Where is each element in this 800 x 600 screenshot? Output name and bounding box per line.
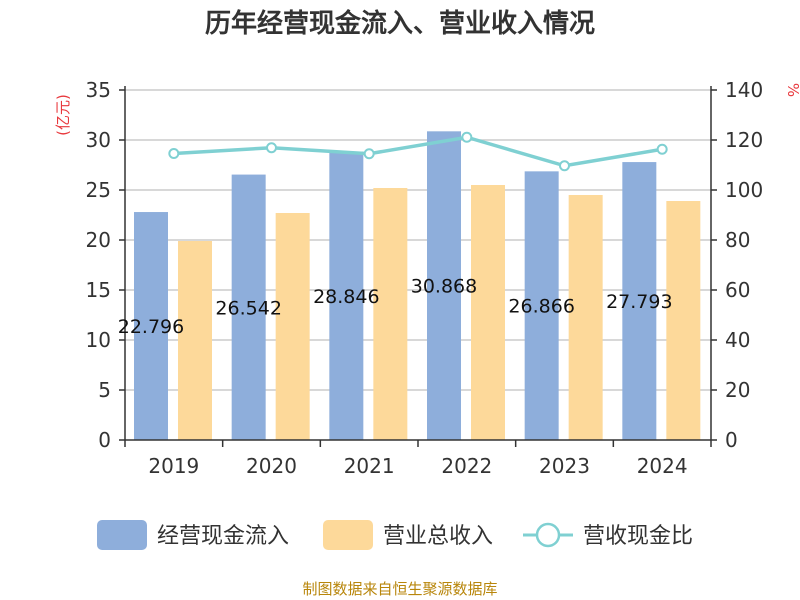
- legend-label-ratio: 营收现金比: [583, 524, 693, 549]
- data-label-cash-inflow: 22.796: [118, 316, 184, 338]
- right-tick-label: 120: [725, 128, 763, 152]
- x-tick-label: 2021: [344, 454, 395, 478]
- legend-label-cash-inflow: 经营现金流入: [157, 524, 289, 549]
- left-tick-label: 20: [86, 228, 111, 252]
- ratio-point: [461, 131, 473, 143]
- ratio-point: [168, 148, 180, 159]
- left-tick-label: 5: [98, 378, 111, 402]
- x-tick-label: 2020: [246, 454, 297, 478]
- bar-revenue: [666, 201, 701, 440]
- right-tick-label: 140: [725, 78, 763, 102]
- bar-revenue: [568, 195, 603, 440]
- right-tick-label: 80: [725, 228, 750, 252]
- ratio-point: [559, 160, 570, 172]
- bar-cash-inflow: [524, 171, 559, 440]
- bar-cash-inflow: [622, 162, 657, 440]
- right-tick-label: 40: [725, 328, 750, 352]
- ratio-point: [656, 143, 668, 155]
- legend-item-cash-inflow[interactable]: 经营现金流入: [97, 520, 289, 550]
- left-tick-label: 25: [86, 178, 111, 202]
- bar-revenue: [178, 241, 212, 440]
- data-label-cash-inflow: 27.793: [606, 291, 672, 313]
- right-tick-label: 0: [725, 428, 738, 452]
- left-axis-unit: (亿元): [54, 94, 72, 136]
- legend-swatch-revenue: [323, 520, 373, 550]
- data-label-cash-inflow: 28.846: [313, 286, 379, 308]
- bar-revenue: [471, 185, 505, 440]
- right-axis-unit: %: [784, 83, 800, 97]
- right-tick-label: 100: [725, 178, 763, 202]
- chart-title: 历年经营现金流入、营业收入情况: [205, 8, 595, 39]
- bar-cash-inflow: [231, 174, 266, 440]
- x-tick-label: 2019: [148, 454, 199, 478]
- left-tick-label: 0: [98, 428, 111, 452]
- right-tick-label: 60: [725, 278, 750, 302]
- x-tick-label: 2022: [441, 454, 492, 478]
- bar-cash-inflow: [427, 131, 461, 440]
- left-tick-label: 15: [86, 278, 111, 302]
- axes: 0 5 10 15 20 25 30 35 0 20 40 60 80 100 120 140 2019 2020…: [86, 78, 764, 478]
- legend-label-revenue: 营业总收入: [383, 524, 493, 549]
- legend: 经营现金流入 营业总收入 营收现金比: [97, 520, 693, 550]
- left-tick-label: 35: [86, 78, 111, 102]
- bar-cash-inflow: [329, 151, 364, 441]
- ratio-point: [266, 142, 277, 154]
- legend-item-ratio[interactable]: 营收现金比: [523, 522, 693, 549]
- ratio-line: [168, 131, 668, 172]
- legend-marker-ratio: [535, 522, 561, 548]
- bars: [134, 131, 701, 441]
- data-label-cash-inflow: 26.866: [508, 296, 574, 318]
- source-note: 制图数据来自恒生聚源数据库: [302, 580, 497, 598]
- data-label-cash-inflow: 30.868: [411, 276, 477, 298]
- bar-revenue: [373, 188, 408, 440]
- left-tick-label: 30: [86, 128, 111, 152]
- legend-swatch-cash-inflow: [97, 520, 147, 550]
- grid-lines: [125, 89, 711, 391]
- bar-cash-inflow: [134, 212, 168, 440]
- ratio-series-line: [173, 135, 663, 168]
- data-label-cash-inflow: 26.542: [215, 297, 281, 319]
- ratio-point: [363, 148, 375, 160]
- x-tick-label: 2023: [539, 454, 590, 478]
- legend-item-revenue[interactable]: 营业总收入: [323, 520, 493, 550]
- data-labels: 22.796 26.542 28.846 30.868 26.866 27.793: [118, 276, 673, 338]
- x-tick-label: 2024: [637, 454, 688, 478]
- bar-revenue: [275, 213, 310, 440]
- right-tick-label: 20: [725, 378, 750, 402]
- left-tick-label: 10: [86, 328, 111, 352]
